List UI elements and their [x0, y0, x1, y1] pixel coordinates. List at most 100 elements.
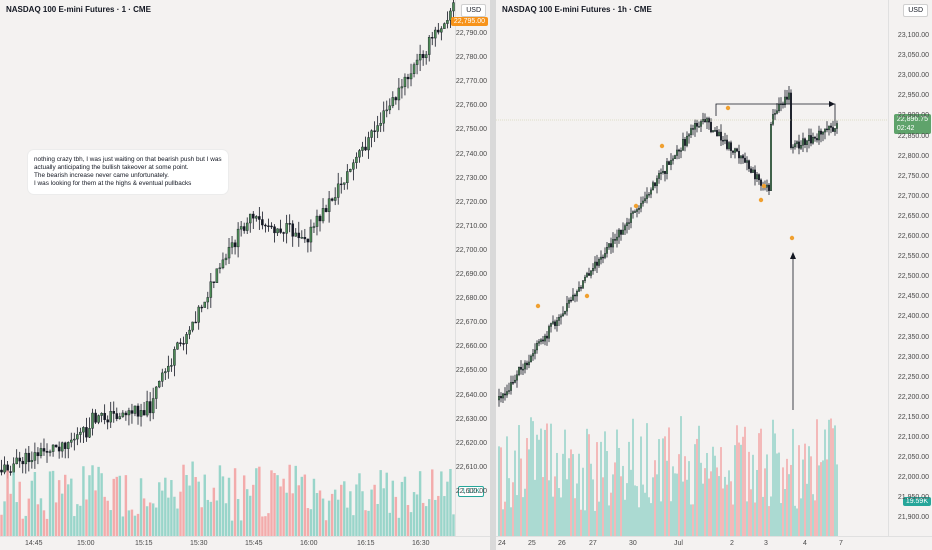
volume-bar — [676, 473, 678, 536]
time-tick-label: 15:30 — [190, 540, 208, 547]
candle-body — [536, 342, 538, 351]
price-tick-label: 22,650.00 — [455, 367, 487, 375]
left-time-axis[interactable]: 14:45 15:00 15:15 15:30 15:45 16:00 16:15 16:30 — [0, 536, 490, 550]
candle-body — [640, 203, 642, 209]
volume-bar — [418, 471, 422, 536]
candle-body — [176, 342, 179, 350]
candle-body — [39, 448, 43, 457]
candle-body — [654, 182, 656, 187]
volume-bar — [716, 467, 718, 536]
candle-body — [315, 215, 319, 227]
volume-bar — [834, 425, 836, 536]
candle-body — [512, 382, 514, 384]
volume-bar — [722, 488, 724, 536]
candle-body — [598, 259, 600, 266]
candle-body — [151, 398, 155, 414]
volume-bar — [714, 455, 716, 536]
candle-body — [632, 211, 634, 214]
volume-bar — [696, 438, 698, 536]
volume-bar — [686, 479, 688, 536]
candle-body — [333, 197, 337, 201]
candle-body — [154, 386, 158, 399]
volume-bar — [376, 503, 379, 536]
volume-bar — [288, 464, 291, 536]
candle-body — [502, 393, 504, 399]
volume-bar — [584, 510, 586, 536]
candle-body — [127, 410, 131, 416]
left-chart-pane[interactable]: NASDAQ 100 E-mini Futures · 1 · CME noth… — [0, 0, 490, 550]
volume-bar — [698, 425, 700, 536]
volume-bar — [421, 502, 425, 536]
right-price-axis[interactable]: USD 22,896.75 02:42 19.59K 23,100.00 23,0… — [888, 0, 932, 536]
candle-body — [582, 280, 584, 289]
volume-bar — [300, 476, 304, 536]
price-tick-label: 22,730.00 — [455, 174, 487, 182]
candle-body — [449, 10, 452, 21]
candle-body — [504, 393, 506, 396]
right-time-axis[interactable]: 24 25 26 27 30 Jul 2 3 4 7 — [496, 536, 932, 550]
time-tick-label: 2 — [730, 540, 734, 547]
candle-body — [754, 169, 756, 180]
left-currency-label[interactable]: USD — [461, 4, 486, 17]
left-volume-badge: 1.12K — [457, 486, 484, 497]
right-candlestick-chart[interactable] — [496, 0, 888, 536]
candle-body — [182, 343, 185, 345]
volume-bar — [554, 476, 556, 536]
note-line: actually anticipating the bullish takeov… — [34, 164, 189, 171]
volume-bar — [786, 458, 788, 536]
candle-body — [437, 29, 440, 33]
price-tick-label: 22,850.00 — [897, 132, 929, 140]
candle-body — [291, 223, 294, 237]
volume-bar — [782, 467, 784, 536]
candle-body — [60, 442, 64, 452]
volume-bar — [758, 433, 760, 536]
volume-bar — [306, 508, 310, 536]
left-price-axis[interactable]: USD 22,795.00 1.12K 22,790.00 22,780.00 22… — [450, 0, 490, 536]
candle-body — [498, 396, 500, 401]
volume-bar — [556, 452, 558, 536]
left-candlestick-chart[interactable] — [0, 0, 455, 536]
candle-body — [376, 125, 379, 132]
candle-body — [656, 178, 658, 187]
right-currency-label[interactable]: USD — [903, 4, 928, 17]
volume-bar — [622, 465, 624, 536]
volume-bar — [830, 418, 832, 536]
volume-bar — [382, 488, 385, 536]
price-tick-label: 22,500.00 — [897, 273, 929, 281]
volume-bar — [118, 475, 122, 536]
volume-bar — [578, 453, 580, 536]
price-tick-label: 22,300.00 — [897, 353, 929, 361]
volume-bar — [630, 469, 632, 536]
candle-body — [385, 109, 389, 112]
candle-body — [179, 342, 182, 344]
candle-body — [658, 173, 660, 179]
volume-bar — [45, 518, 49, 536]
right-chart-pane[interactable]: NASDAQ 100 E-mini Futures · 1h · CME USD… — [496, 0, 932, 550]
candle-body — [572, 294, 574, 301]
candle-body — [688, 134, 690, 137]
time-tick-label: 15:00 — [77, 540, 95, 547]
candle-body — [118, 416, 122, 419]
volume-bar — [428, 499, 431, 536]
volume-bar — [227, 477, 231, 536]
volume-bar — [185, 474, 188, 536]
volume-bar — [127, 510, 131, 536]
candle-body — [692, 128, 694, 130]
volume-bar — [12, 472, 15, 536]
volume-bar — [806, 483, 808, 536]
volume-bar — [756, 469, 758, 536]
volume-bar — [774, 433, 776, 536]
candle-body — [626, 222, 628, 226]
candle-body — [814, 137, 816, 139]
candle-body — [239, 226, 243, 230]
candle-body — [121, 412, 125, 417]
candle-body — [552, 321, 554, 324]
candle-body — [568, 299, 570, 304]
volume-bar — [810, 456, 812, 536]
price-tick-label: 22,610.00 — [455, 463, 487, 471]
volume-bar — [200, 507, 203, 536]
signal-marker — [659, 143, 665, 149]
candle-body — [660, 172, 662, 174]
volume-bar — [136, 513, 140, 536]
volume-bar — [394, 496, 398, 536]
